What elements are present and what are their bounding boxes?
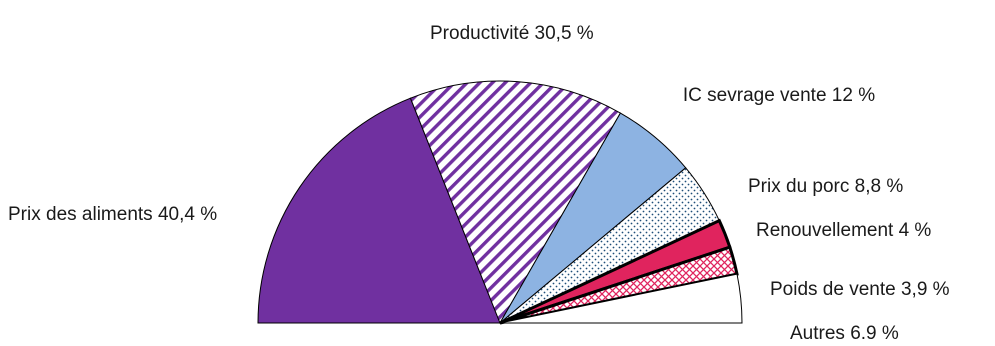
slice-label-poids-de-vente: Poids de vente 3,9 % (770, 278, 950, 302)
slice-label-text: IC sevrage vente 12 % (682, 85, 876, 106)
slice-label-productivite: Productivité 30,5 % (430, 22, 594, 46)
slice-label-text: Prix du porc 8,8 % (748, 176, 904, 197)
slice-label-autres: Autres 6.9 % (790, 322, 899, 346)
slice-label-prix-des-aliments: Prix des aliments 40,4 % (8, 203, 270, 227)
pie-slices (257, 80, 743, 325)
pie-slice-autres (499, 273, 743, 324)
slice-label-text: Autres 6.9 % (790, 323, 899, 344)
slice-label-text: Productivité 30,5 % (430, 23, 594, 44)
slice-label-text: Prix des aliments 40,4 % (8, 204, 218, 225)
slice-label-ic-sevrage-vente: IC sevrage vente 12 % (664, 84, 894, 108)
pie-slice-productivite (409, 80, 622, 325)
pie-slice-prix-des-aliments (257, 97, 501, 324)
slice-label-text: Renouvellement 4 % (756, 220, 932, 241)
slice-label-prix-du-porc: Prix du porc 8,8 % (748, 175, 903, 199)
slice-label-text: Poids de vente 3,9 % (770, 279, 950, 300)
slice-label-renouvellement: Renouvellement 4 % (756, 219, 931, 243)
